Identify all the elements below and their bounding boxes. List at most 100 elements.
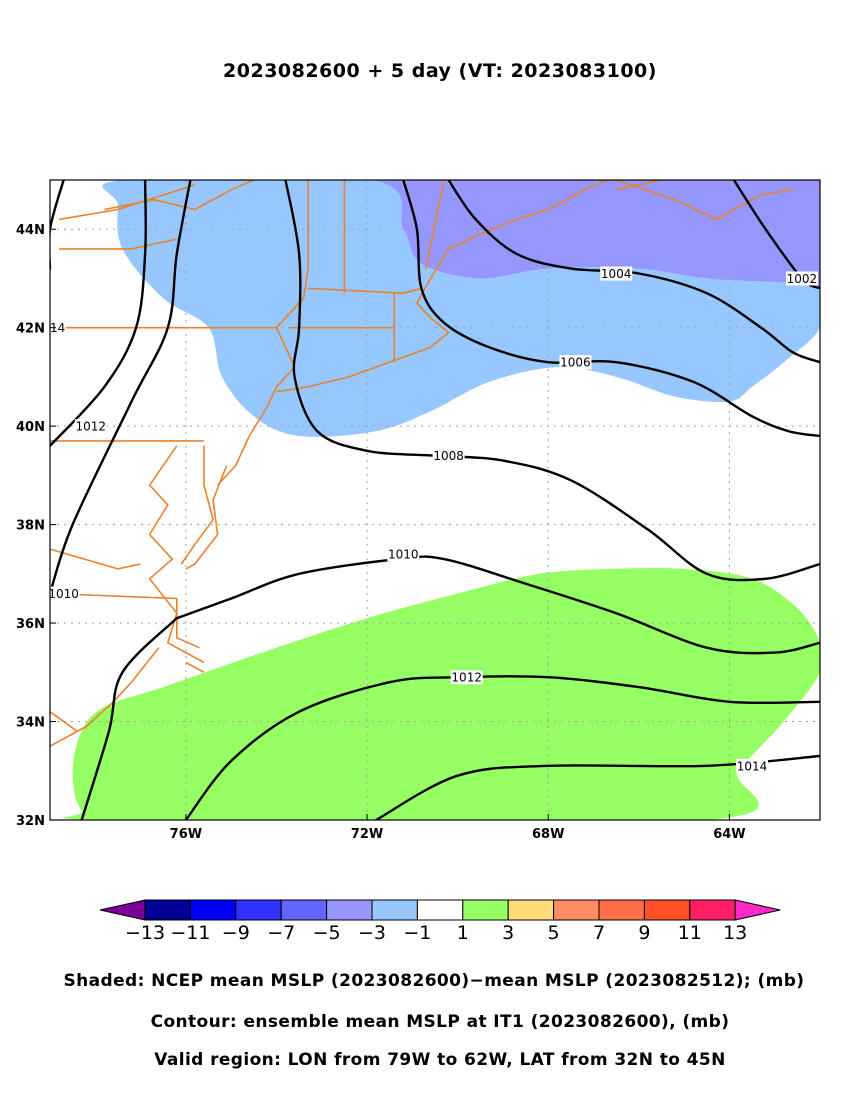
colorbar-label: 9 xyxy=(638,922,650,944)
colorbar-label: −3 xyxy=(358,922,386,944)
coastline xyxy=(50,647,160,747)
colorbar-label: −7 xyxy=(267,922,295,944)
colorbar-swatch xyxy=(553,899,600,921)
coastline xyxy=(50,711,78,733)
colorbar-swatch xyxy=(235,899,282,921)
contour-line xyxy=(175,555,820,655)
contour-label-bg xyxy=(387,547,420,562)
caption-contour: Contour: ensemble mean MSLP at IT1 (2023… xyxy=(151,1012,730,1032)
x-tick-label: 76W xyxy=(170,827,202,842)
x-tick-label: 72W xyxy=(351,827,383,842)
contour-label-bg xyxy=(50,586,80,601)
x-tick-label: 68W xyxy=(532,827,564,842)
plot-frame xyxy=(49,179,821,821)
coastline xyxy=(180,445,214,565)
contour-label: 1014 xyxy=(35,321,66,335)
y-axis-ticks: 32N 34N 36N 38N 40N 42N 44N xyxy=(16,223,56,829)
colorbar-label: 3 xyxy=(502,922,514,944)
colorbar-swatch xyxy=(280,899,328,921)
colorbar-swatch xyxy=(144,899,191,921)
coastline xyxy=(217,386,278,486)
coastline xyxy=(185,465,228,570)
coastline xyxy=(308,287,422,294)
contour-label-bg xyxy=(785,271,818,286)
contour-label: 1012 xyxy=(75,420,106,434)
coastline xyxy=(50,548,141,570)
coastline xyxy=(275,180,309,329)
x-axis-ticks: 76W 72W 68W 64W xyxy=(170,814,746,842)
contour-line xyxy=(50,180,65,270)
coastline xyxy=(50,326,296,388)
colorbar-swatch xyxy=(598,899,645,921)
colorbar-swatch xyxy=(371,899,418,921)
colorbar-label: 5 xyxy=(548,922,560,944)
colorbar-label: −5 xyxy=(313,922,341,944)
contour-label-bg xyxy=(736,758,769,773)
coastline xyxy=(50,592,200,649)
coastline xyxy=(59,238,177,250)
colorbar-label: 1 xyxy=(457,922,469,944)
contour-line xyxy=(50,180,192,595)
colorbar-label: 7 xyxy=(593,922,605,944)
contour-label-bg xyxy=(74,419,107,434)
colorbar-under-arrow xyxy=(99,899,146,921)
contour-label: 1002 xyxy=(787,272,818,286)
colorbar-swatch xyxy=(462,899,509,921)
y-tick-label: 40N xyxy=(16,420,45,435)
contour-label: 1006 xyxy=(560,356,591,370)
y-tick-label: 32N xyxy=(16,814,45,829)
shaded-region xyxy=(62,567,820,820)
contour-label: 1014 xyxy=(737,759,768,773)
contour-line xyxy=(50,180,147,447)
contour-label-bg xyxy=(559,355,592,370)
coastline xyxy=(104,180,255,211)
contour-line xyxy=(402,180,820,438)
chart-title: 2023082600 + 5 day (VT: 2023083100) xyxy=(223,60,657,82)
coastline xyxy=(615,180,793,221)
colorbar-label: 13 xyxy=(723,922,747,944)
coastline xyxy=(276,180,608,393)
contour-layer: 1002 1004 1006 1008 1010 1010 1012 1012 1014 1014 xyxy=(35,180,820,820)
contour-label: 1010 xyxy=(388,548,419,562)
contour-label-bg xyxy=(450,670,483,685)
y-tick-label: 34N xyxy=(16,716,45,731)
caption-shaded: Shaded: NCEP mean MSLP (2023082600)−mean… xyxy=(64,971,805,991)
contour-line xyxy=(732,180,820,290)
coastline xyxy=(58,184,196,221)
coastline xyxy=(185,661,205,674)
colorbar-swatch xyxy=(326,899,373,921)
contour-label: 1010 xyxy=(48,587,79,601)
colorbar-over-arrow xyxy=(734,899,781,921)
contour-label-bg xyxy=(600,266,633,281)
y-tick-label: 38N xyxy=(16,519,45,534)
shaded-region xyxy=(346,180,820,295)
y-tick-label: 44N xyxy=(16,223,45,238)
contour-label: 1008 xyxy=(433,449,464,463)
coastline xyxy=(148,445,205,664)
colorbar-swatch xyxy=(689,899,736,921)
contour-line xyxy=(447,180,820,364)
contour-label: 1012 xyxy=(451,671,482,685)
y-tick-label: 42N xyxy=(16,322,45,337)
x-tick-label: 64W xyxy=(713,827,745,842)
colorbar-label: −9 xyxy=(222,922,250,944)
colorbar-label: −1 xyxy=(403,922,431,944)
colorbar-swatch xyxy=(643,899,691,921)
coastline xyxy=(425,180,445,269)
y-tick-label: 36N xyxy=(16,617,45,632)
contour-label-bg xyxy=(432,448,465,463)
contour-label: 1004 xyxy=(601,267,632,281)
coastline xyxy=(616,180,662,191)
contour-label-bg xyxy=(50,320,66,335)
shaded-region xyxy=(102,180,820,437)
colorbar-label: −11 xyxy=(170,922,210,944)
shaded-anomaly-layer xyxy=(62,180,820,820)
grid-lines xyxy=(50,180,820,821)
colorbar-label: −13 xyxy=(125,922,165,944)
colorbar: −13 −11 −9 −7 −5 −3 −1 1 3 5 7 9 11 13 xyxy=(99,899,781,944)
contour-line xyxy=(80,617,178,820)
colorbar-label: 11 xyxy=(678,922,702,944)
colorbar-swatch xyxy=(416,899,464,921)
colorbar-swatch xyxy=(189,899,237,921)
